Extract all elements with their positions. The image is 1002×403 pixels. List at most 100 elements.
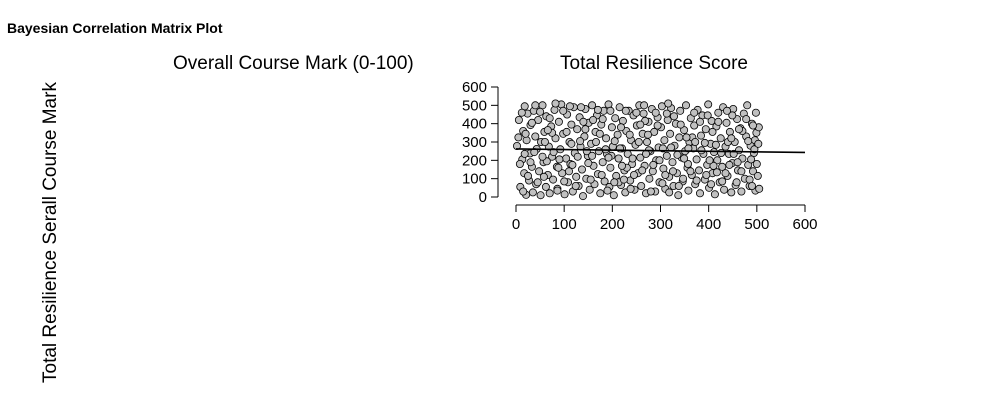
data-point xyxy=(684,186,693,195)
data-point xyxy=(721,169,730,178)
data-point xyxy=(753,171,762,180)
data-point xyxy=(524,171,533,180)
data-point xyxy=(535,167,544,176)
column-title-course-mark: Overall Course Mark (0-100) xyxy=(173,53,414,74)
data-point xyxy=(603,186,612,195)
data-point xyxy=(636,153,645,162)
data-point xyxy=(718,162,727,171)
data-point xyxy=(515,159,524,168)
data-point xyxy=(578,165,587,174)
page-title: Bayesian Correlation Matrix Plot xyxy=(7,20,223,36)
x-tick-label: 0 xyxy=(512,216,520,233)
data-point xyxy=(614,154,623,163)
x-tick-label: 400 xyxy=(696,216,721,233)
data-point xyxy=(743,101,752,110)
data-point xyxy=(732,178,741,187)
data-point xyxy=(588,151,597,160)
data-point xyxy=(589,116,598,125)
data-point xyxy=(725,127,734,136)
data-point xyxy=(604,153,613,162)
data-point xyxy=(682,101,691,110)
data-point xyxy=(676,106,685,115)
data-point xyxy=(702,170,711,179)
data-point xyxy=(554,163,563,172)
data-point xyxy=(573,125,582,134)
data-point xyxy=(742,115,751,124)
data-point xyxy=(705,156,714,165)
data-point xyxy=(588,101,597,110)
data-point xyxy=(646,187,655,196)
data-point xyxy=(628,154,637,163)
data-point xyxy=(592,137,601,146)
data-point xyxy=(545,114,554,123)
data-point xyxy=(519,187,528,196)
data-point xyxy=(733,158,742,167)
data-point xyxy=(644,130,653,139)
data-point xyxy=(696,189,705,198)
data-point xyxy=(704,100,713,109)
data-point xyxy=(638,166,647,175)
x-tick-label: 100 xyxy=(552,216,577,233)
data-point xyxy=(639,109,648,118)
data-point xyxy=(634,137,643,146)
data-point xyxy=(690,108,699,117)
data-point xyxy=(751,108,760,117)
data-point xyxy=(727,188,736,197)
data-point xyxy=(686,167,695,176)
data-point xyxy=(559,106,568,115)
data-point xyxy=(673,150,682,159)
y-tick-label: 0 xyxy=(479,189,487,206)
data-point xyxy=(520,149,529,158)
data-point xyxy=(642,149,651,158)
data-point xyxy=(581,125,590,134)
data-point xyxy=(606,106,615,115)
data-point xyxy=(584,159,593,168)
column-title-resilience: Total Resilience Score xyxy=(560,53,748,74)
data-point xyxy=(540,137,549,146)
data-point xyxy=(630,170,639,179)
data-point xyxy=(653,121,662,130)
data-point xyxy=(674,191,683,200)
data-point xyxy=(613,130,622,139)
data-point xyxy=(722,118,731,127)
data-point xyxy=(636,120,645,129)
data-point xyxy=(593,105,602,114)
data-point xyxy=(747,155,756,164)
data-point xyxy=(517,108,526,117)
data-point xyxy=(554,117,563,126)
data-point xyxy=(708,127,717,136)
data-point xyxy=(658,179,667,188)
data-point xyxy=(577,103,586,112)
data-point xyxy=(711,140,720,149)
data-point xyxy=(521,129,530,138)
data-point xyxy=(514,116,523,125)
data-point xyxy=(531,132,540,141)
data-point xyxy=(737,167,746,176)
data-point xyxy=(602,134,611,143)
data-point xyxy=(680,154,689,163)
data-point xyxy=(586,175,595,184)
data-point xyxy=(666,129,675,138)
regression-line xyxy=(515,148,806,154)
data-point xyxy=(713,156,722,165)
data-point xyxy=(690,121,699,130)
data-point xyxy=(562,127,571,136)
data-point xyxy=(727,134,736,143)
data-point xyxy=(598,158,607,167)
data-point xyxy=(660,136,669,145)
data-point xyxy=(640,101,649,110)
data-point xyxy=(665,188,674,197)
data-point xyxy=(576,137,585,146)
y-tick-label: 200 xyxy=(462,152,487,169)
y-tick-label: 300 xyxy=(462,134,487,151)
data-point xyxy=(594,147,603,156)
data-point xyxy=(695,166,704,175)
data-point xyxy=(662,151,671,160)
data-point xyxy=(675,133,684,142)
data-point xyxy=(618,161,627,170)
data-point xyxy=(752,159,761,168)
data-point xyxy=(728,111,737,120)
data-point xyxy=(571,181,580,190)
data-point xyxy=(712,168,721,177)
data-point xyxy=(585,185,594,194)
